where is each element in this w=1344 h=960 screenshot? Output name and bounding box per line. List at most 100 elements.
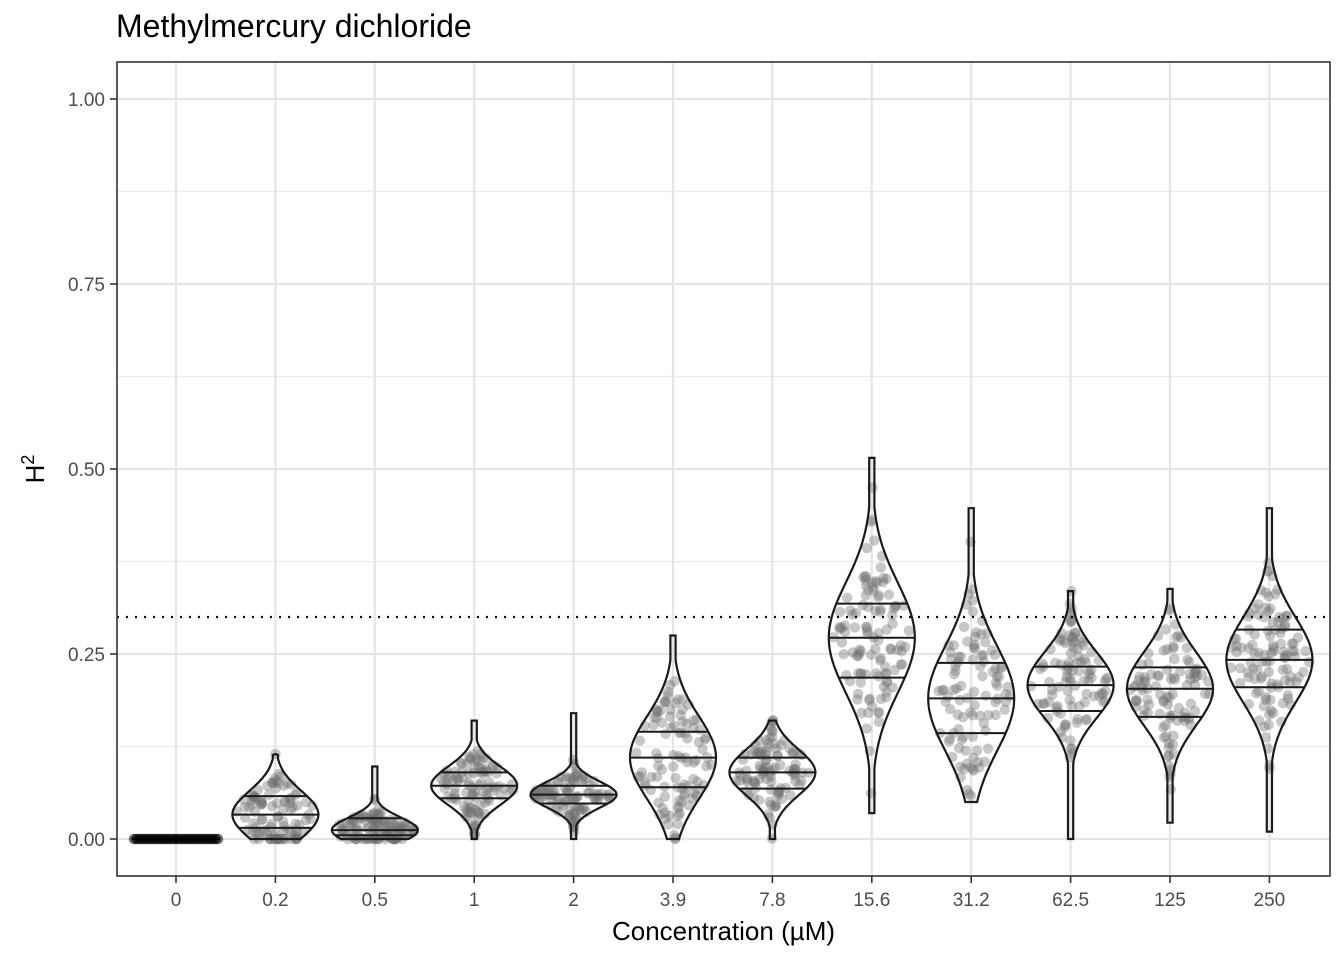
data-point: [945, 646, 956, 658]
data-point: [673, 803, 684, 814]
data-point: [1066, 616, 1077, 627]
data-point: [688, 773, 699, 785]
data-point: [291, 829, 303, 840]
data-point: [266, 818, 277, 830]
data-point: [461, 758, 473, 769]
data-point: [1184, 668, 1196, 680]
data-point: [256, 796, 268, 808]
data-point: [973, 762, 985, 773]
data-point: [451, 772, 462, 784]
data-point: [1263, 719, 1274, 730]
data-point: [773, 790, 784, 801]
data-point: [1080, 715, 1092, 726]
data-point: [1167, 688, 1178, 700]
data-point: [1055, 726, 1066, 738]
data-point: [1253, 599, 1264, 610]
data-point: [464, 802, 475, 814]
data-point: [257, 827, 269, 838]
x-tick-label: 250: [1254, 890, 1286, 911]
data-point: [1071, 717, 1083, 728]
data-point: [862, 625, 873, 637]
data-point: [1265, 694, 1276, 706]
data-point: [753, 735, 765, 746]
data-point: [1142, 694, 1153, 706]
data-point: [655, 705, 666, 717]
data-point: [1262, 625, 1274, 636]
data-point: [675, 709, 686, 721]
data-point: [247, 799, 258, 810]
data-point: [790, 759, 801, 770]
data-point: [1086, 672, 1097, 684]
data-point: [879, 661, 891, 672]
data-point: [870, 644, 881, 655]
data-point: [701, 760, 712, 772]
data-point: [467, 789, 478, 800]
data-point: [845, 605, 856, 616]
data-point: [996, 662, 1007, 674]
violin-group: [1025, 585, 1115, 841]
data-point: [790, 776, 801, 787]
data-point: [1086, 646, 1097, 658]
data-point: [262, 780, 273, 792]
data-point: [875, 562, 887, 573]
violin-outline: [1026, 590, 1115, 841]
data-point: [1158, 695, 1169, 706]
data-point: [769, 762, 781, 773]
data-point: [463, 768, 474, 779]
data-point: [1231, 640, 1242, 652]
data-point: [761, 773, 772, 785]
data-point: [1037, 698, 1049, 709]
data-point: [683, 800, 694, 811]
data-point: [578, 802, 589, 813]
data-point: [987, 666, 999, 678]
violin-group: [528, 712, 618, 841]
data-point: [855, 677, 866, 688]
data-point: [376, 818, 387, 830]
data-point: [1169, 674, 1181, 685]
data-point: [660, 696, 672, 708]
data-point: [855, 645, 867, 657]
data-point: [1289, 646, 1300, 657]
data-point: [1173, 630, 1184, 641]
data-point: [1047, 689, 1058, 700]
data-point: [659, 807, 671, 818]
data-point: [1263, 565, 1274, 577]
data-point: [955, 651, 966, 663]
data-point: [1072, 643, 1083, 654]
violin-group: [927, 507, 1016, 804]
data-point: [1169, 653, 1180, 665]
data-point: [896, 646, 907, 657]
data-point: [1243, 672, 1254, 683]
y-tick-label: 0.75: [68, 275, 105, 296]
data-point: [1268, 642, 1279, 654]
data-point: [651, 748, 662, 759]
data-point: [649, 711, 660, 723]
data-point: [850, 607, 862, 619]
data-point: [1073, 650, 1084, 662]
data-point: [1259, 649, 1270, 661]
data-point: [369, 820, 381, 832]
data-point: [1288, 638, 1299, 649]
data-point: [789, 768, 801, 779]
data-point: [452, 774, 464, 785]
data-point: [1079, 653, 1090, 665]
data-point: [677, 704, 688, 715]
data-point: [531, 784, 542, 796]
data-point: [881, 668, 892, 680]
data-point: [656, 717, 668, 729]
data-point: [974, 710, 986, 721]
data-point: [866, 700, 878, 712]
data-point: [982, 743, 994, 754]
data-point: [271, 798, 283, 809]
data-point: [1062, 685, 1073, 696]
data-point: [677, 694, 688, 705]
data-point: [1286, 638, 1298, 649]
data-point: [1143, 657, 1154, 669]
data-point: [1060, 719, 1071, 731]
data-point: [1150, 680, 1161, 692]
data-point: [977, 670, 988, 682]
data-point: [834, 606, 846, 618]
data-point: [1248, 663, 1259, 674]
data-point: [247, 827, 258, 838]
